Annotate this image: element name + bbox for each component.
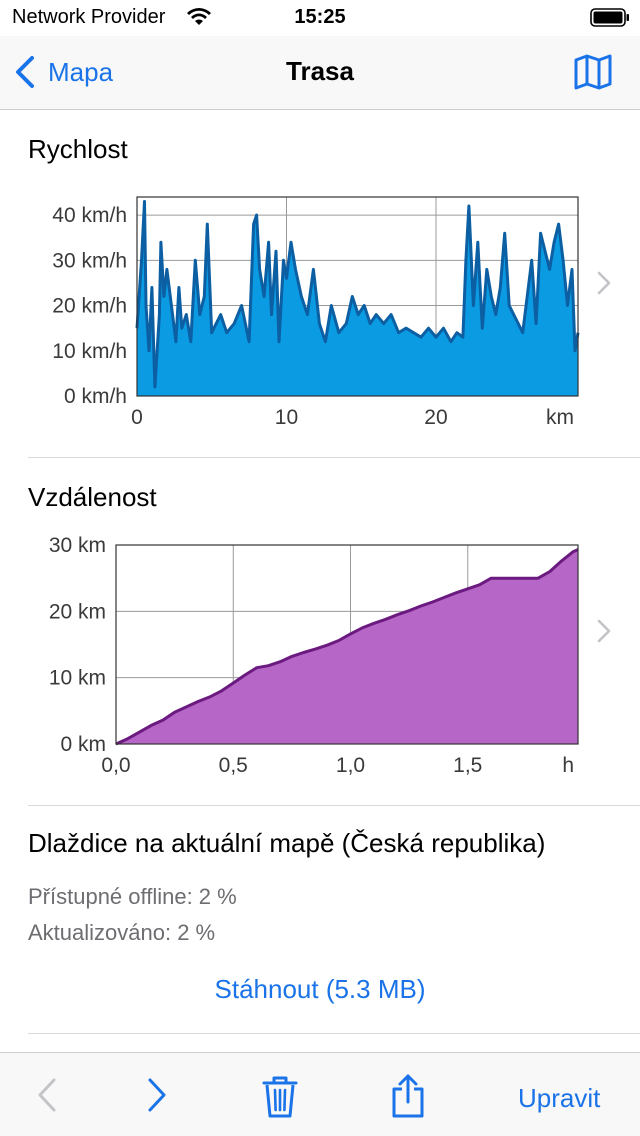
series-line	[115, 548, 579, 746]
tiles-offline-status: Přístupné offline: 2 %	[28, 884, 237, 909]
share-icon[interactable]	[390, 1073, 426, 1119]
bottom-toolbar: Upravit	[0, 1052, 640, 1136]
x-tick-label: 0,0	[101, 754, 130, 777]
y-tick-label: 40 km/h	[52, 204, 127, 227]
back-button-label: Mapa	[48, 56, 114, 87]
y-tick-label: 20 km	[49, 600, 106, 623]
series-line	[135, 200, 580, 389]
separator	[28, 1033, 640, 1034]
battery-icon	[590, 8, 629, 27]
x-tick-label: 10	[275, 406, 298, 429]
separator	[28, 457, 640, 458]
wifi-icon	[187, 8, 211, 25]
speed-section-title: Rychlost	[28, 134, 128, 164]
map-icon[interactable]	[574, 54, 612, 90]
x-tick-label: 1,5	[453, 754, 482, 777]
y-tick-label: 30 km	[49, 534, 106, 557]
next-icon[interactable]	[146, 1077, 168, 1113]
x-axis-unit-label: h	[562, 754, 574, 777]
chevron-right-icon[interactable]	[596, 270, 612, 296]
navigation-bar: Mapa Trasa	[0, 36, 640, 110]
distance-section-title: Vzdálenost	[28, 482, 157, 512]
back-button[interactable]: Mapa	[14, 52, 113, 92]
x-axis-unit-label: km	[546, 406, 574, 429]
page-title: Trasa	[286, 56, 354, 86]
series-area	[116, 549, 578, 744]
y-tick-label: 10 km	[49, 667, 106, 690]
x-tick-label: 0,5	[219, 754, 248, 777]
y-tick-label: 0 km/h	[64, 385, 127, 408]
tiles-title: Dlaždice na aktuální mapě (Česká republi…	[28, 828, 546, 858]
chevron-right-icon[interactable]	[596, 618, 612, 644]
y-tick-label: 0 km	[60, 733, 106, 756]
x-tick-label: 1,0	[336, 754, 365, 777]
x-tick-label: 20	[424, 406, 447, 429]
tiles-updated-status: Aktualizováno: 2 %	[28, 920, 216, 945]
y-tick-label: 30 km/h	[52, 249, 127, 272]
plot-frame	[115, 544, 579, 745]
speed-chart[interactable]: 0 km/h 10 km/h 20 km/h 30 km/h 40 km/h 0 10 20 k…	[0, 180, 640, 440]
trash-icon[interactable]	[262, 1075, 298, 1119]
separator	[28, 805, 640, 806]
x-tick-label: 0	[131, 406, 143, 429]
chevron-left-icon	[16, 56, 34, 88]
download-button[interactable]: Stáhnout (5.3 MB)	[214, 974, 426, 1004]
plot-frame	[136, 196, 579, 397]
status-bar: Network Provider 15:25	[0, 0, 640, 36]
carrier-label: Network Provider	[12, 6, 166, 28]
previous-icon[interactable]	[36, 1077, 58, 1113]
distance-chart[interactable]: 0 km 10 km 20 km 30 km 0,0 0,5 1,0 1,5 h	[0, 528, 640, 788]
y-tick-label: 20 km/h	[52, 295, 127, 318]
status-time: 15:25	[294, 6, 346, 28]
edit-button[interactable]: Upravit	[518, 1083, 601, 1113]
y-tick-label: 10 km/h	[52, 340, 127, 363]
